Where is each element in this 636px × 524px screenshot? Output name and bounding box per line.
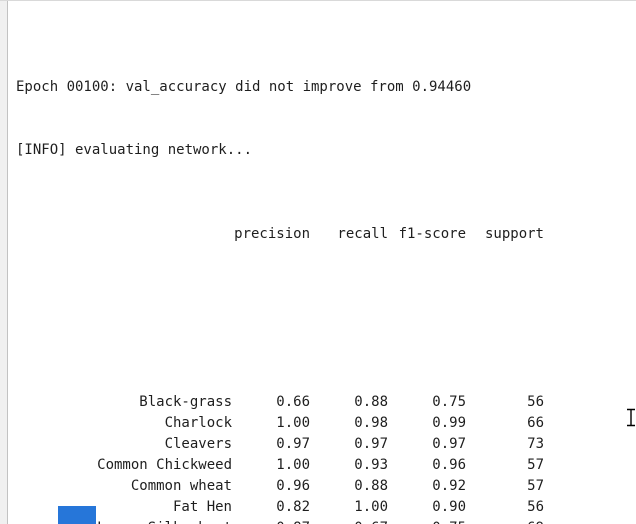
blue-rectangle-partial: [58, 506, 96, 524]
column-header-recall: recall: [337, 226, 388, 242]
support-value: 73: [527, 436, 544, 452]
column-header-precision: precision: [234, 226, 310, 242]
class-label: Fat Hen: [172, 499, 232, 515]
f1-score-value: 0.99: [432, 415, 466, 431]
support-value: 56: [527, 499, 544, 515]
class-label: Cleavers: [164, 436, 232, 452]
precision-value: 0.96: [276, 478, 310, 494]
blank-line: [16, 308, 636, 329]
f1-score-value: 0.75: [388, 518, 466, 524]
class-label: Common wheat: [130, 478, 232, 494]
classification-report-body: Black-grass 0.66 0.88 0.75 56 Charlock 1.00 0.9…: [16, 392, 636, 524]
recall-value: 0.67: [310, 518, 388, 524]
f1-score-value: 0.96: [432, 457, 466, 473]
recall-value: 0.98: [354, 415, 388, 431]
precision-value: 1.00: [276, 457, 310, 473]
report-header-row: precision recall f1-score support: [16, 224, 636, 245]
precision-value: 0.82: [276, 499, 310, 515]
console-output: Epoch 00100: val_accuracy did not improv…: [16, 14, 636, 524]
column-header-f1-score: f1-score: [398, 226, 466, 242]
f1-score-value: 0.90: [432, 499, 466, 515]
class-label: Charlock: [164, 415, 232, 431]
f1-score-value: 0.92: [432, 478, 466, 494]
precision-value: 0.87: [232, 518, 310, 524]
recall-value: 0.88: [354, 478, 388, 494]
support-value: 57: [527, 457, 544, 473]
support-value: 56: [527, 394, 544, 410]
report-row: Fat Hen 0.82 1.00 0.90 56: [16, 497, 636, 518]
report-row: Black-grass 0.66 0.88 0.75 56: [16, 392, 636, 413]
support-value: 57: [527, 478, 544, 494]
report-row: Loose Silky-bent0.870.670.7569: [16, 518, 636, 524]
report-row: Common Chickweed 1.00 0.93 0.96 57: [16, 455, 636, 476]
report-header-spacer: [16, 224, 232, 245]
report-row: Charlock 1.00 0.98 0.99 66: [16, 413, 636, 434]
support-value: 69: [466, 518, 544, 524]
report-row: Common wheat 0.96 0.88 0.92 57: [16, 476, 636, 497]
info-line: [INFO] evaluating network...: [16, 142, 253, 158]
report-row: Cleavers 0.97 0.97 0.97 73: [16, 434, 636, 455]
precision-value: 1.00: [276, 415, 310, 431]
recall-value: 1.00: [354, 499, 388, 515]
precision-value: 0.66: [276, 394, 310, 410]
column-header-support: support: [484, 226, 544, 242]
recall-value: 0.93: [354, 457, 388, 473]
recall-value: 0.88: [354, 394, 388, 410]
ibeam-cursor-icon: [626, 408, 636, 427]
left-gutter: [0, 1, 8, 524]
support-value: 66: [527, 415, 544, 431]
f1-score-value: 0.75: [432, 394, 466, 410]
class-label: Common Chickweed: [97, 457, 232, 473]
class-label: Black-grass: [139, 394, 232, 410]
f1-score-value: 0.97: [432, 436, 466, 452]
class-label: Loose Silky-bent: [16, 518, 232, 524]
recall-value: 0.97: [354, 436, 388, 452]
epoch-status-line: Epoch 00100: val_accuracy did not improv…: [16, 79, 472, 95]
precision-value: 0.97: [276, 436, 310, 452]
